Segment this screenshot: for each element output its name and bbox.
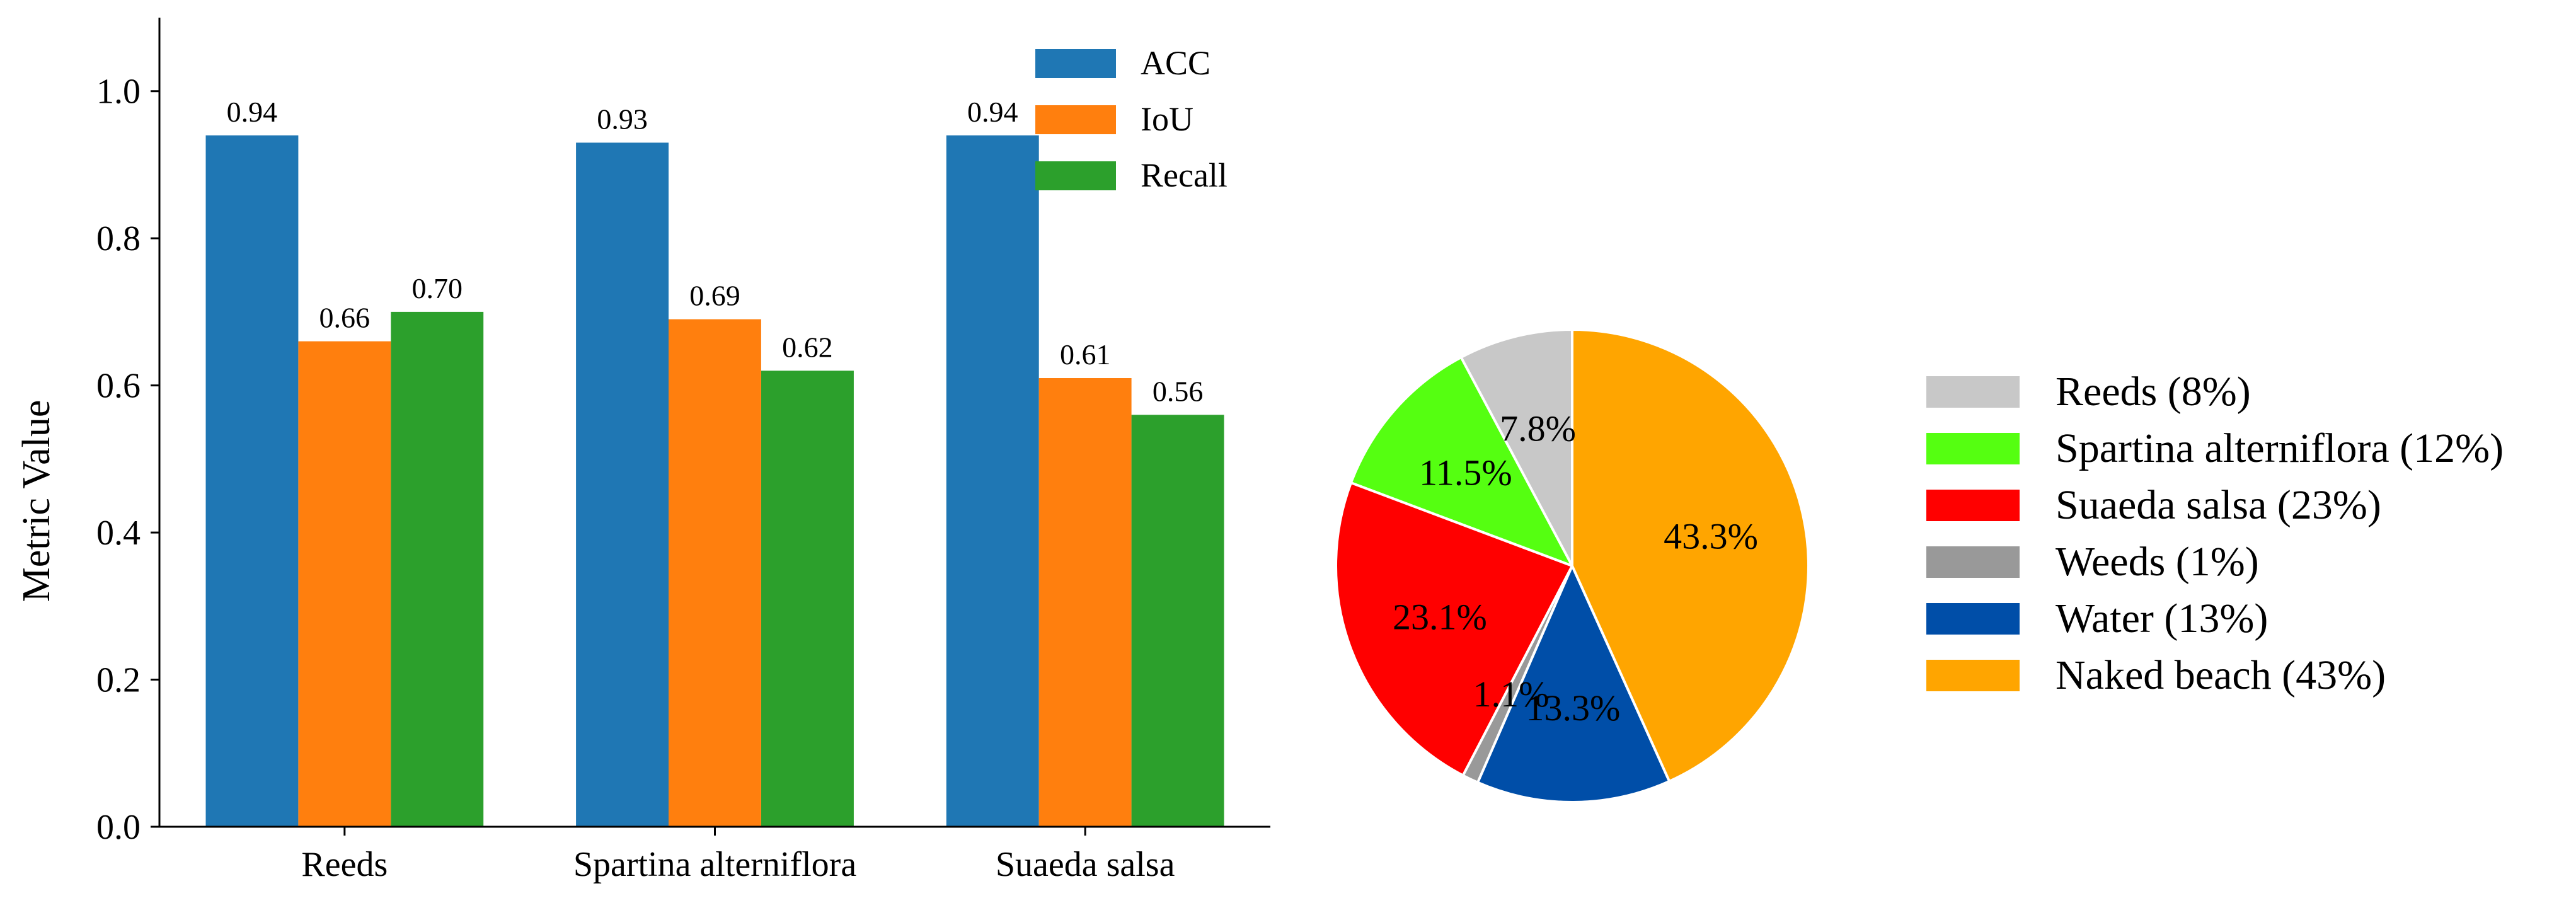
y-tick-label: 0.4 [96,514,141,553]
bar-value-label: 0.61 [1060,338,1111,371]
bar-iou-reeds [298,341,391,827]
pie-legend: Reeds (8%) Spartina alterniflora (12%) Sua… [1926,369,2504,698]
bar-axes: Reeds Spartina alterniflora Suaeda salsa 0.… [96,18,1270,884]
pie-slice-labels: 7.8%11.5% 23.1% 1.1%13.3% 43.3% [1393,408,1758,728]
y-axis-title: Metric Value [15,400,58,602]
legend-swatch-iou [1035,105,1116,134]
bar-value-label: 0.93 [597,103,648,135]
bar-value-label: 0.66 [319,302,371,334]
pie-slice-label-naked-beach: 43.3% [1664,516,1758,557]
y-tick-label: 0.2 [96,661,141,700]
pie-slice-water [1476,563,1671,803]
x-tick-label: Reeds [301,845,388,884]
bar-iou-spartina-alterniflora [669,319,761,827]
bar-value-label: 0.62 [782,331,833,363]
pie-slice-label-weeds: 1.1% [1473,674,1550,715]
pie-slice-label-spartina-alterniflora: 11.5% [1419,452,1512,493]
pie-legend-swatch-reeds [1926,376,2020,408]
pie-slices [1335,328,1810,803]
x-tick-label: Spartina alterniflora [573,845,857,884]
pie-slice-suaeda-salsa [1335,481,1574,778]
legend-label-iou: IoU [1141,100,1193,138]
bar-recall-suaeda-salsa [1131,415,1224,827]
pie-slice-spartina-alterniflora [1349,355,1575,568]
y-tick-label: 1.0 [96,72,141,112]
bar-value-label: 0.56 [1153,375,1204,407]
bar-chart: 0.94 0.66 0.70 0.93 0.69 0.62 0.94 0.61 0.56 Ree… [15,18,1270,884]
pie-legend-swatch-naked-beach [1926,660,2020,691]
pie-slice-naked-beach [1571,328,1810,783]
bar-value-labels: 0.94 0.66 0.70 0.93 0.69 0.62 0.94 0.61 0.56 [227,96,1204,407]
pie-legend-swatch-weeds [1926,546,2020,578]
bar-recall-reeds [391,311,484,827]
pie-legend-label-spartina-alterniflora: Spartina alterniflora (12%) [2056,425,2504,471]
pie-slice-label-suaeda-salsa: 23.1% [1393,596,1487,637]
legend-label-acc: ACC [1141,44,1210,82]
pie-legend-label-weeds: Weeds (1%) [2056,539,2259,585]
pie-slice-reeds [1459,328,1573,567]
pie-slice-label-water: 13.3% [1526,687,1620,728]
bar-acc-suaeda-salsa [946,135,1039,827]
bars [205,135,1224,827]
bar-acc-spartina-alterniflora [576,142,669,827]
bar-value-label: 0.70 [411,272,463,304]
bar-acc-reeds [205,135,299,827]
pie-chart: 7.8%11.5% 23.1% 1.1%13.3% 43.3% Reeds (8%) S… [1335,328,2504,803]
bar-legend: ACC IoU Recall [1035,44,1228,194]
pie-legend-label-water: Water (13%) [2056,595,2268,641]
pie-slice-label-reeds: 7.8% [1500,408,1576,449]
bar-value-label: 0.94 [227,96,278,128]
pie-legend-swatch-suaeda-salsa [1926,490,2020,521]
x-tick-label: Suaeda salsa [996,845,1175,884]
pie-legend-label-suaeda-salsa: Suaeda salsa (23%) [2056,482,2381,528]
legend-swatch-recall [1035,161,1116,190]
bar-value-label: 0.94 [967,96,1018,128]
pie-legend-label-reeds: Reeds (8%) [2056,369,2251,415]
y-tick-label: 0.8 [96,219,141,258]
bar-value-label: 0.69 [689,280,740,312]
legend-swatch-acc [1035,49,1116,78]
pie-legend-label-naked-beach: Naked beach (43%) [2056,652,2386,698]
y-tick-label: 0.6 [96,367,141,406]
pie-legend-swatch-water [1926,603,2020,635]
pie-legend-swatch-spartina-alterniflora [1926,433,2020,464]
bar-iou-suaeda-salsa [1038,378,1132,827]
y-tick-label: 0.0 [96,808,141,847]
legend-label-recall: Recall [1141,156,1228,194]
bar-recall-spartina-alterniflora [761,371,854,827]
